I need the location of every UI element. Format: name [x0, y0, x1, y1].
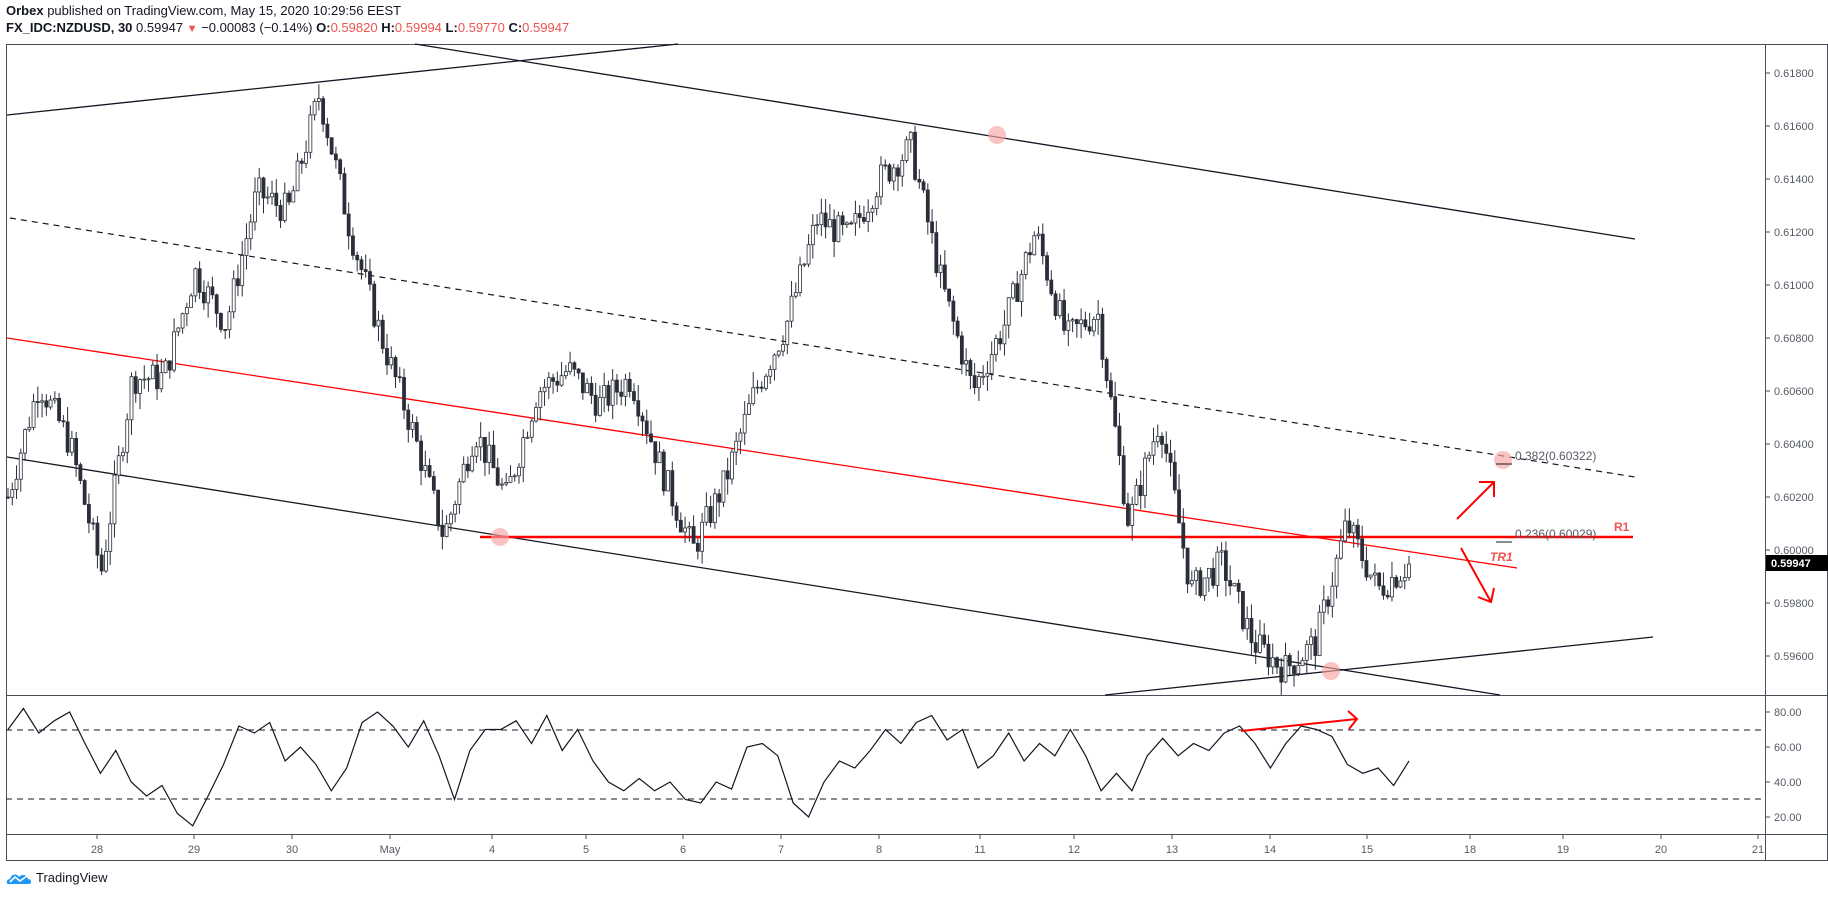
time-tick-label: 13: [1166, 844, 1178, 856]
arrow-down-icon: [1460, 547, 1495, 604]
time-tick-label: 30: [286, 844, 298, 856]
marker-r1-left: [491, 528, 509, 546]
touch-markers: [491, 126, 1512, 680]
rsi-tick-label: 40.00: [1774, 777, 1802, 789]
rsi-axis[interactable]: 80.00 60.00 40.00 20.00: [1766, 707, 1802, 824]
high-value: 0.59994: [394, 20, 442, 35]
channel-mid-dashed-line: [9, 217, 1636, 478]
price-change: −0.00083 (−0.14%): [201, 20, 313, 35]
last-price-badge: [1766, 555, 1828, 571]
channel-top-line: [414, 43, 1636, 240]
tr1-trendline: [6, 337, 1518, 569]
arrow-up-icon: [1456, 481, 1495, 520]
last-price: 0.59947: [136, 20, 184, 35]
price-series: [6, 84, 1411, 695]
rsi-tick-label: 20.00: [1774, 812, 1802, 824]
time-tick-label: 6: [680, 844, 686, 856]
tradingview-logo[interactable]: TradingView: [6, 870, 108, 885]
low-value: 0.59770: [457, 20, 505, 35]
time-tick-label: 20: [1655, 844, 1667, 856]
fib-382-label: 0.382(0.60322): [1515, 449, 1596, 463]
time-tick-label: 18: [1464, 844, 1476, 856]
publish-info: Orbex published on TradingView.com, May …: [6, 3, 401, 19]
price-axis[interactable]: 0.61800 0.61600 0.61400 0.61200 0.61000 0.608…: [1766, 68, 1814, 663]
fib-236-label: 0.236(0.60029): [1515, 527, 1596, 541]
price-tick-label: 0.61000: [1774, 280, 1814, 292]
marker-fib-382: [1494, 451, 1512, 469]
tradingview-cloud-icon: [6, 874, 32, 884]
price-tick-label: 0.59600: [1774, 651, 1814, 663]
price-tick-label: 0.60200: [1774, 492, 1814, 504]
rsi-tick-label: 80.00: [1774, 707, 1802, 719]
low-label: L:: [445, 20, 458, 35]
marker-bottom: [1322, 662, 1340, 680]
time-tick-label: 7: [778, 844, 784, 856]
last-price-badge-text: 0.59947: [1771, 558, 1811, 570]
price-axis-frame: [1765, 44, 1828, 861]
time-tick-label: 28: [91, 844, 103, 856]
price-tick-label: 0.60000: [1774, 545, 1814, 557]
logo-text: TradingView: [36, 870, 108, 885]
open-label: O:: [316, 20, 331, 35]
price-tick-label: 0.61600: [1774, 121, 1814, 133]
publisher-name: Orbex: [6, 3, 44, 18]
time-tick-label: 5: [583, 844, 589, 856]
symbol-legend: FX_IDC:NZDUSD, 30 0.59947 ▼ −0.00083 (−0…: [6, 20, 569, 37]
time-tick-label: 8: [876, 844, 882, 856]
price-tick-label: 0.61200: [1774, 227, 1814, 239]
rising-lower-right-line: [1104, 636, 1654, 696]
time-tick-label: 14: [1264, 844, 1276, 856]
rsi-divergence-arrow-icon: [1240, 710, 1359, 732]
close-label: C:: [508, 20, 523, 35]
price-tick-label: 0.61800: [1774, 68, 1814, 80]
time-tick-label: 21: [1752, 844, 1764, 856]
open-value: 0.59820: [330, 20, 378, 35]
trend-drawings: [6, 43, 1654, 696]
time-tick-label: 12: [1068, 844, 1080, 856]
rising-upper-left-line: [6, 43, 679, 116]
time-tick-label: 11: [974, 844, 985, 856]
time-tick-label: 4: [489, 844, 495, 856]
rsi-line: [7, 707, 1410, 827]
r1-label: R1: [1614, 520, 1630, 534]
price-tick-label: 0.61400: [1774, 174, 1814, 186]
marker-top: [988, 126, 1006, 144]
triangle-down-icon: ▼: [186, 23, 198, 35]
time-tick-label: 29: [188, 844, 200, 856]
price-tick-label: 0.59800: [1774, 598, 1814, 610]
time-tick-label: 15: [1361, 844, 1373, 856]
price-tick-label: 0.60800: [1774, 333, 1814, 345]
rsi-tick-label: 60.00: [1774, 742, 1802, 754]
time-axis[interactable]: 28 29 30 May 4 5 6 7 8 11 12 13 14 15 18 19 20 21: [91, 835, 1764, 856]
arrows: [1240, 481, 1495, 732]
price-tick-label: 0.60400: [1774, 439, 1814, 451]
tr1-label: TR1: [1490, 550, 1513, 564]
price-tick-label: 0.60600: [1774, 386, 1814, 398]
close-value: 0.59947: [522, 20, 570, 35]
channel-bottom-line: [6, 456, 1501, 696]
symbol-name[interactable]: FX_IDC:NZDUSD, 30: [6, 20, 133, 35]
time-tick-label: 19: [1557, 844, 1569, 856]
published-text: published on TradingView.com, May 15, 20…: [43, 3, 402, 18]
high-label: H:: [381, 20, 395, 35]
time-tick-label: May: [380, 844, 401, 856]
